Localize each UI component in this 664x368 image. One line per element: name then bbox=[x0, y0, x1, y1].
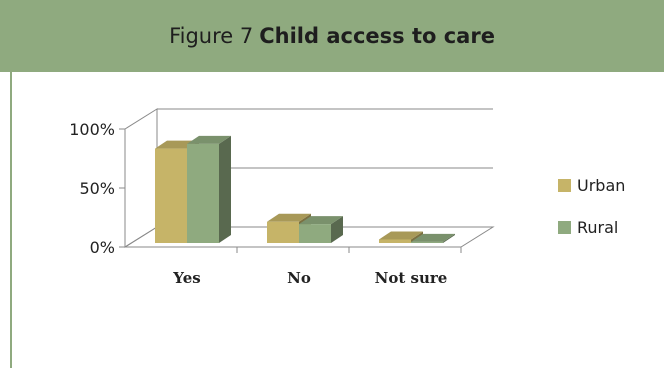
bar-side-rural bbox=[331, 216, 343, 243]
chart-frame bbox=[10, 72, 664, 368]
bar-top-rural bbox=[411, 233, 455, 242]
bar-rural bbox=[187, 143, 219, 243]
figure-title: Child access to care bbox=[259, 24, 495, 48]
bar-urban bbox=[379, 239, 411, 243]
bar-urban bbox=[155, 148, 187, 243]
legend-swatch-urban bbox=[558, 179, 571, 192]
bar-top-urban bbox=[379, 231, 423, 240]
bar-top-rural bbox=[299, 216, 343, 225]
figure-header: Figure 7 Child access to care bbox=[0, 0, 664, 72]
bar-top-urban bbox=[267, 213, 311, 222]
bar-rural bbox=[299, 224, 331, 243]
bar-chart-3d: 0% 50% 100% Yes No Not sure Urban Rural bbox=[69, 108, 625, 287]
y-tick-label: 0% bbox=[90, 238, 115, 257]
bar-rural bbox=[411, 241, 443, 243]
bar-side-rural bbox=[443, 233, 455, 243]
legend-label-urban: Urban bbox=[577, 176, 625, 195]
y-tick-label: 50% bbox=[79, 179, 115, 198]
bar-top-rural bbox=[187, 135, 231, 144]
bar-urban bbox=[267, 221, 299, 243]
x-tick-label: Yes bbox=[172, 269, 200, 287]
figure-number: Figure 7 bbox=[169, 24, 254, 48]
side-wall bbox=[124, 108, 158, 248]
x-tick-label: Not sure bbox=[375, 269, 448, 287]
x-tick-label: No bbox=[287, 269, 311, 287]
y-tick-label: 100% bbox=[69, 120, 115, 139]
bar-side-rural bbox=[219, 135, 231, 243]
legend-swatch-rural bbox=[558, 221, 571, 234]
legend-label-rural: Rural bbox=[577, 218, 618, 237]
